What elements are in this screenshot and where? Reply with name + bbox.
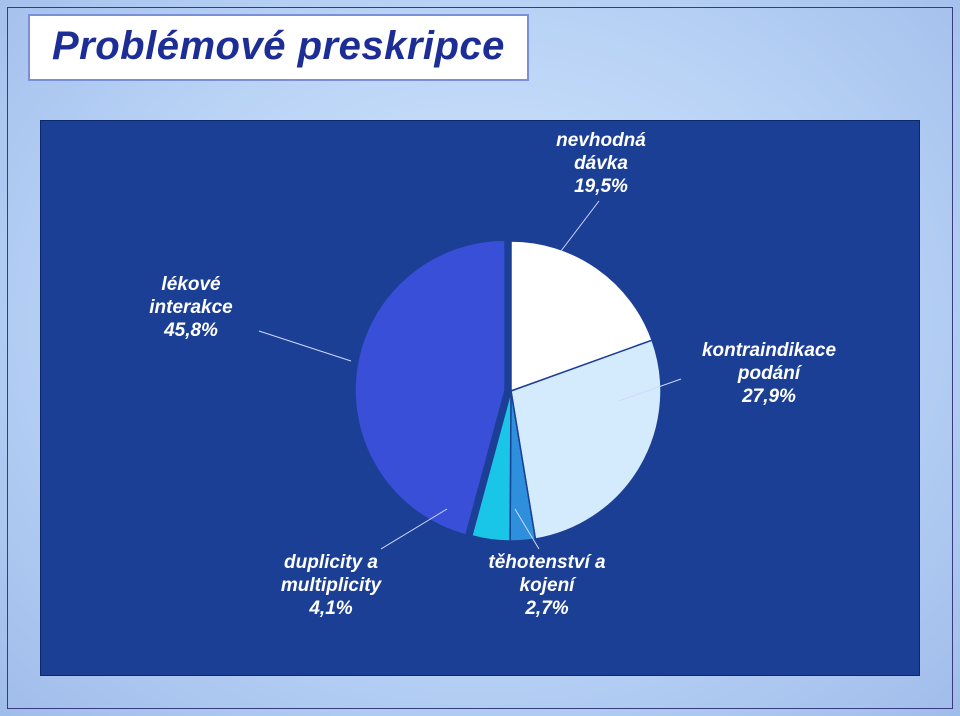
pie-slice-lekove_interakce xyxy=(355,240,505,535)
slice-label-lekove_interakce: lékovéinterakce45,8% xyxy=(101,273,281,343)
page-title: Problémové preskripce xyxy=(52,24,505,68)
chart-panel: nevhodnádávka19,5% kontraindikacepodání27… xyxy=(40,120,920,676)
slice-label-nevhodna_davka: nevhodnádávka19,5% xyxy=(511,129,691,199)
slice-label-kontraindikace_podani: kontraindikacepodání27,9% xyxy=(659,339,879,409)
pie-chart xyxy=(341,221,641,521)
slice-label-duplicity_multiplicity: duplicity amultiplicity4,1% xyxy=(241,551,421,621)
pie-svg xyxy=(341,221,681,561)
title-box: Problémové preskripce xyxy=(28,14,529,81)
slice-label-tehotenstvi_kojeni: těhotenství akojení2,7% xyxy=(447,551,647,621)
